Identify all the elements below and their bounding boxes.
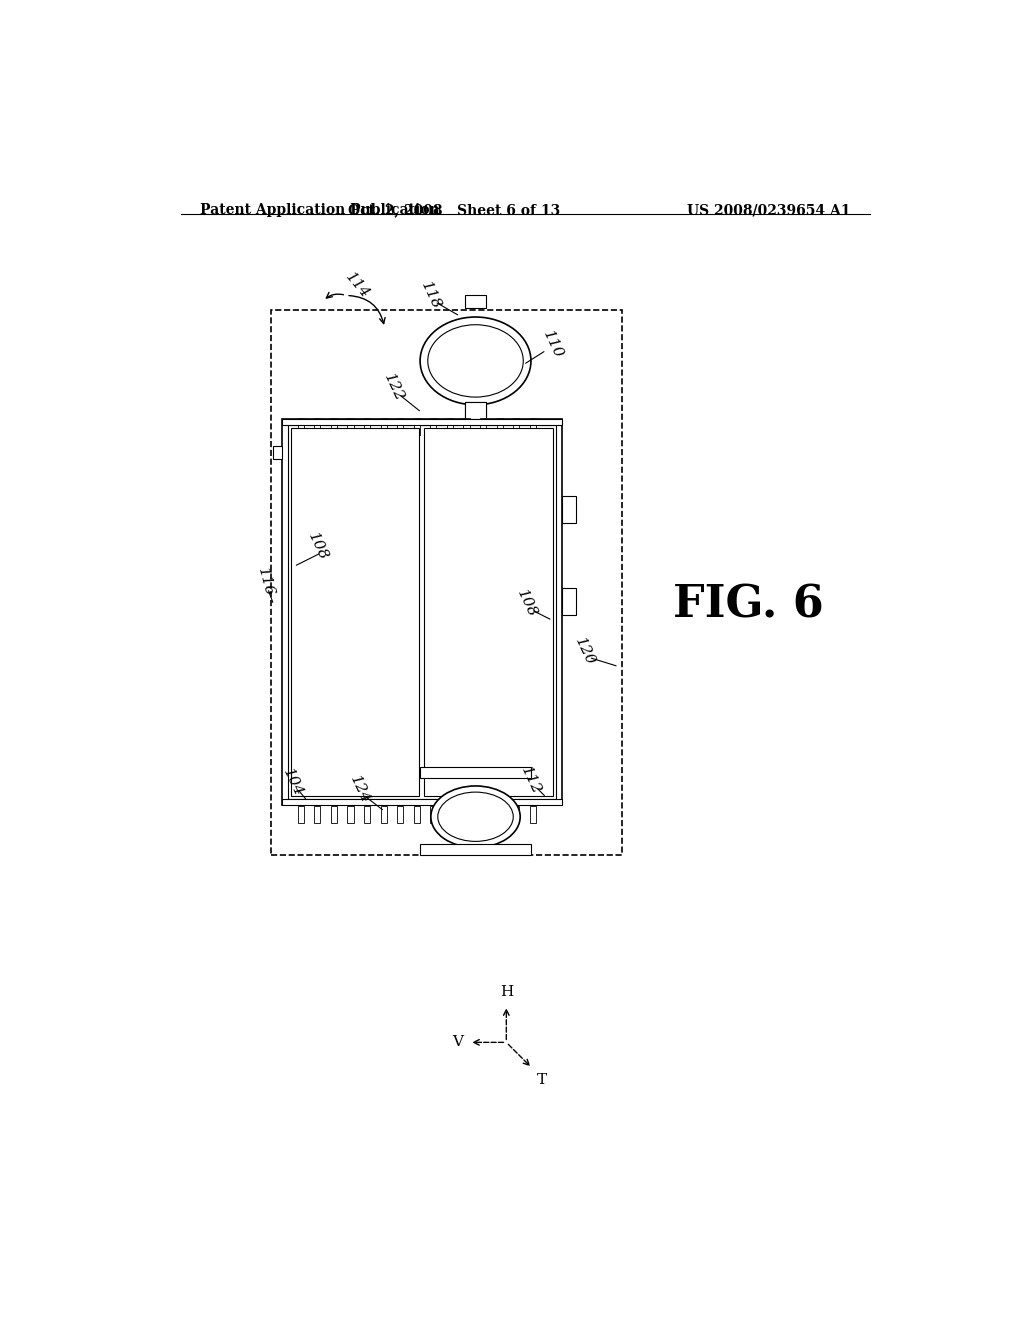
Bar bbox=[430, 807, 436, 822]
Bar bbox=[420, 845, 531, 855]
Text: 116: 116 bbox=[255, 566, 275, 598]
Text: Patent Application Publication: Patent Application Publication bbox=[200, 203, 439, 216]
Bar bbox=[397, 807, 403, 822]
Bar bbox=[480, 418, 486, 434]
Bar bbox=[465, 401, 486, 417]
Ellipse shape bbox=[438, 792, 513, 841]
Bar bbox=[464, 418, 470, 434]
Text: 122: 122 bbox=[381, 372, 407, 404]
Text: 124: 124 bbox=[347, 774, 373, 807]
Text: 108: 108 bbox=[514, 587, 539, 619]
Bar bbox=[381, 807, 387, 822]
Bar bbox=[465, 401, 486, 418]
Text: 112: 112 bbox=[518, 764, 544, 797]
Text: US 2008/0239654 A1: US 2008/0239654 A1 bbox=[687, 203, 851, 216]
Bar bbox=[397, 418, 403, 434]
Text: Oct. 2, 2008   Sheet 6 of 13: Oct. 2, 2008 Sheet 6 of 13 bbox=[348, 203, 560, 216]
Ellipse shape bbox=[420, 317, 531, 405]
Bar bbox=[347, 807, 353, 822]
Bar bbox=[513, 807, 519, 822]
Bar bbox=[430, 418, 436, 434]
Bar bbox=[364, 807, 370, 822]
Bar bbox=[480, 807, 486, 822]
Bar bbox=[562, 589, 575, 615]
Bar bbox=[347, 418, 353, 434]
Bar bbox=[292, 428, 419, 796]
Bar bbox=[420, 767, 531, 779]
Bar bbox=[446, 807, 453, 822]
Bar bbox=[414, 418, 420, 434]
Bar bbox=[283, 799, 562, 805]
Bar bbox=[314, 807, 321, 822]
Bar bbox=[513, 418, 519, 434]
Bar bbox=[529, 807, 536, 822]
Text: 110: 110 bbox=[540, 329, 565, 360]
Bar bbox=[381, 418, 387, 434]
Bar bbox=[314, 418, 321, 434]
Bar bbox=[298, 807, 304, 822]
Ellipse shape bbox=[431, 785, 520, 847]
Bar bbox=[424, 428, 553, 796]
Bar bbox=[446, 418, 453, 434]
Bar bbox=[273, 446, 283, 459]
Text: T: T bbox=[537, 1073, 547, 1086]
Bar bbox=[562, 496, 575, 523]
Ellipse shape bbox=[428, 325, 523, 397]
Bar bbox=[414, 807, 420, 822]
Text: 104: 104 bbox=[280, 766, 305, 799]
Bar bbox=[364, 418, 370, 434]
Bar bbox=[497, 807, 503, 822]
Text: 114: 114 bbox=[343, 269, 373, 301]
Bar bbox=[465, 296, 486, 308]
Bar bbox=[497, 418, 503, 434]
Text: V: V bbox=[453, 1035, 463, 1049]
Bar bbox=[331, 418, 337, 434]
Bar bbox=[283, 418, 562, 425]
Text: FIG. 6: FIG. 6 bbox=[674, 583, 824, 627]
Bar bbox=[529, 418, 536, 434]
Text: 118: 118 bbox=[419, 280, 443, 312]
Text: 108: 108 bbox=[305, 531, 330, 562]
Bar bbox=[298, 418, 304, 434]
Bar bbox=[283, 418, 562, 805]
Text: 120: 120 bbox=[572, 635, 597, 668]
Bar bbox=[331, 807, 337, 822]
Bar bbox=[289, 425, 556, 799]
Bar bbox=[464, 807, 470, 822]
Bar bbox=[271, 310, 622, 855]
Text: H: H bbox=[500, 985, 513, 999]
